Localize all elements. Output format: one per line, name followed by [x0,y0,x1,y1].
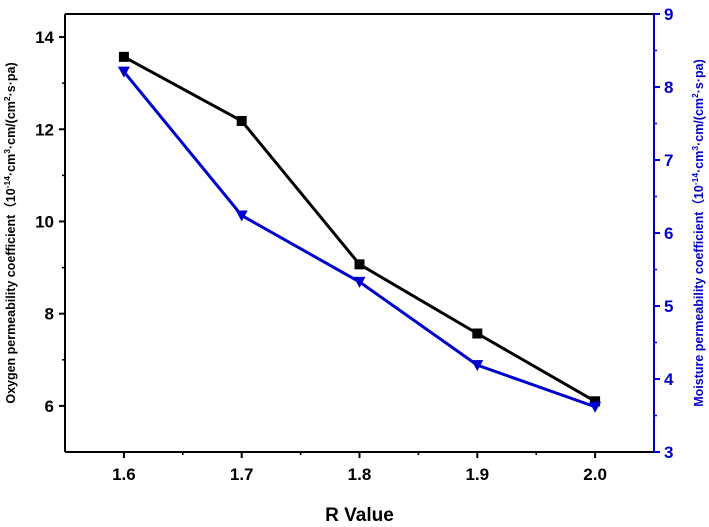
left-y-tick-label: 14 [35,28,54,47]
series-1-point [472,328,483,339]
right-y-axis-title: Moisture permeability coefficient（10-14·… [690,59,706,407]
x-tick-label: 1.6 [112,465,136,484]
series-1-point [590,396,601,407]
left-y-tick-label: 8 [45,305,54,324]
left-y-axis-title-part: Oxygen permeability coefficient（10 [3,188,18,403]
right-y-axis-title-part: ·cm [692,151,706,173]
series-1-point [354,259,365,270]
series-2-point [117,66,130,78]
x-tick-label: 1.9 [465,465,489,484]
right-y-axis-title-part: ·s·pa) [692,59,706,93]
x-axis-title: R Value [325,505,394,526]
left-y-axis-title: Oxygen permeability coefficient（10-14·cm… [2,62,18,403]
left-y-axis-title-superscript: 3 [2,149,12,154]
right-y-axis-title-superscript: -14 [690,173,700,186]
left-y-axis-title-part: ·s·pa) [4,62,18,96]
right-y-axis-title-superscript: 3 [690,146,700,151]
right-y-tick-label: 5 [664,297,673,316]
right-y-tick-label: 9 [664,5,673,24]
series-1-point [118,51,129,62]
right-y-tick-label: 6 [664,224,673,243]
right-y-tick-label: 3 [664,443,673,462]
x-tick-label: 1.7 [230,465,254,484]
series-2-point [353,276,366,288]
series-2-point [235,210,248,222]
right-y-tick-label: 4 [664,370,674,389]
series-2-line [122,70,596,409]
series-2-point [471,360,484,372]
left-y-axis-title-superscript: 2 [2,96,12,101]
series-1-point [236,115,247,126]
left-y-axis-title-superscript: -14 [2,176,12,189]
left-y-axis-title-part: ·cm [4,154,18,176]
right-y-axis-title-superscript: 2 [690,93,700,98]
right-y-tick-label: 8 [664,78,673,97]
left-y-tick-label: 12 [35,120,54,139]
series-2-point [589,401,602,413]
right-y-tick-label: 7 [664,151,673,170]
right-y-axis-title-part: Moisture permeability coefficient（10 [691,185,706,407]
left-y-tick-label: 6 [45,397,54,416]
x-tick-label: 2.0 [583,465,607,484]
x-tick-label: 1.8 [348,465,372,484]
left-y-axis-title-part: ·cm/(cm [4,101,18,149]
left-y-tick-label: 10 [35,212,54,231]
series-1-line [123,55,596,403]
right-y-axis-title-part: ·cm/(cm [692,98,706,146]
